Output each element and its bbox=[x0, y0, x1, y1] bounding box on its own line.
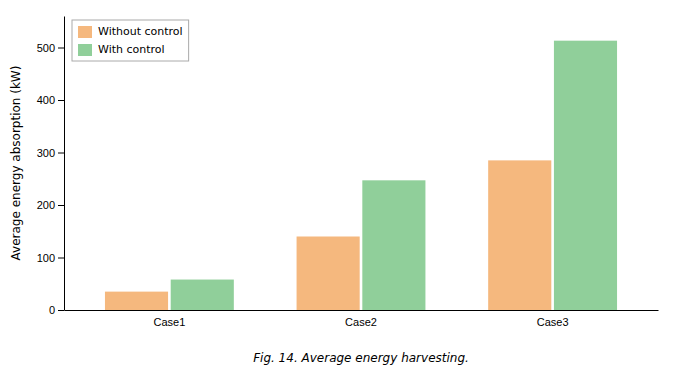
series bbox=[171, 41, 617, 310]
y-tick: 400 bbox=[37, 94, 64, 106]
y-tick-label: 300 bbox=[37, 147, 55, 159]
y-axis-label: Average energy absorption (kW) bbox=[9, 66, 23, 261]
bar bbox=[488, 160, 551, 310]
y-tick-label: 200 bbox=[37, 199, 55, 211]
y-tick-mark bbox=[58, 48, 64, 49]
legend-swatch bbox=[78, 44, 92, 56]
caption: Fig. 14. Average energy harvesting. bbox=[253, 351, 469, 365]
y-tick-label: 400 bbox=[37, 94, 55, 106]
x-axis-line bbox=[65, 310, 659, 311]
legend-item: With control bbox=[78, 43, 165, 56]
y-axis: 0 100 200 300 400 500 bbox=[37, 17, 65, 317]
y-tick-mark bbox=[58, 100, 64, 101]
y-tick-mark bbox=[58, 258, 64, 259]
y-tick-label: 100 bbox=[37, 252, 55, 264]
x-tick: Case1 bbox=[153, 316, 185, 328]
x-axis: Case1 Case2 Case3 bbox=[65, 311, 659, 328]
y-tick-label: 500 bbox=[37, 42, 55, 54]
y-tick-mark bbox=[58, 153, 64, 154]
bar bbox=[362, 180, 425, 310]
bar bbox=[554, 41, 617, 310]
legend-frame bbox=[72, 20, 189, 61]
y-tick-label: 0 bbox=[49, 304, 55, 316]
bar bbox=[171, 280, 234, 310]
y-tick: 0 bbox=[49, 304, 64, 316]
legend: Without control With control bbox=[72, 20, 189, 61]
x-tick: Case3 bbox=[537, 316, 569, 328]
y-tick-mark bbox=[58, 205, 64, 206]
bar bbox=[297, 237, 360, 311]
legend-item: Without control bbox=[78, 25, 183, 38]
y-tick-mark bbox=[58, 310, 64, 311]
x-tick: Case2 bbox=[345, 316, 377, 328]
bars bbox=[105, 41, 617, 310]
y-tick: 500 bbox=[37, 42, 64, 54]
x-tick-label: Case2 bbox=[345, 316, 377, 328]
bar bbox=[105, 292, 168, 310]
chart: Case1 Case2 Case3 0 100 200 300 400 500 Without c… bbox=[0, 0, 678, 372]
y-tick: 300 bbox=[37, 147, 64, 159]
y-axis-line bbox=[64, 17, 65, 311]
x-tick-label: Case3 bbox=[537, 316, 569, 328]
legend-label: With control bbox=[98, 43, 165, 56]
y-tick: 100 bbox=[37, 252, 64, 264]
y-tick: 200 bbox=[37, 199, 64, 211]
legend-swatch bbox=[78, 26, 92, 38]
plot: Case1 Case2 Case3 0 100 200 300 400 500 Without c… bbox=[37, 17, 659, 328]
legend-label: Without control bbox=[98, 25, 183, 38]
x-tick-label: Case1 bbox=[153, 316, 185, 328]
series bbox=[105, 160, 551, 310]
